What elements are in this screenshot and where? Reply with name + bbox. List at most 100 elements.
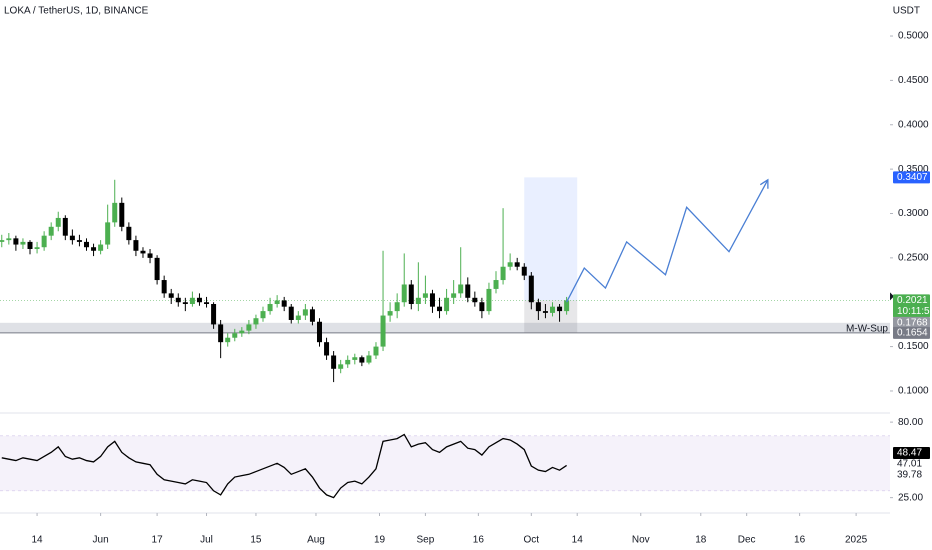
rsi-line bbox=[1, 433, 567, 499]
candle-body bbox=[564, 300, 570, 312]
candle-body bbox=[514, 262, 520, 267]
candle-body bbox=[105, 222, 111, 245]
candle-body bbox=[401, 284, 407, 303]
x-tick-label: 18 bbox=[695, 535, 707, 546]
candle-body bbox=[13, 238, 19, 245]
candle-body bbox=[204, 302, 210, 305]
candle-body bbox=[458, 284, 464, 294]
candle-body bbox=[472, 297, 478, 303]
candle-body bbox=[154, 257, 160, 281]
candle-body bbox=[429, 293, 435, 307]
candle-body bbox=[69, 235, 75, 241]
x-tick-label: 14 bbox=[572, 535, 584, 546]
candle-body bbox=[528, 275, 534, 303]
candle-body bbox=[408, 284, 414, 305]
candle-body bbox=[34, 247, 40, 249]
x-tick-label: Dec bbox=[738, 535, 756, 546]
last-price-pointer bbox=[890, 292, 894, 301]
candle-body bbox=[232, 333, 238, 338]
candle-body bbox=[182, 302, 188, 305]
candle-body bbox=[394, 302, 400, 312]
candle-body bbox=[175, 297, 181, 303]
x-tick-label: Sep bbox=[417, 535, 435, 546]
y-tick-label: 0.3500 bbox=[898, 164, 929, 175]
x-tick-label: 16 bbox=[794, 535, 806, 546]
y-tick-label: 0.4000 bbox=[898, 119, 929, 130]
candle-body bbox=[189, 297, 195, 305]
candle-body bbox=[62, 217, 68, 236]
support-low-label-box bbox=[893, 326, 930, 339]
candle-body bbox=[415, 297, 421, 305]
candle-body bbox=[302, 309, 308, 316]
candle-body bbox=[422, 293, 428, 298]
rsi-value-label: 39.78 bbox=[897, 470, 922, 481]
candle-body bbox=[309, 309, 315, 322]
candle-body bbox=[535, 302, 541, 312]
candle-body bbox=[48, 226, 54, 236]
candle-body bbox=[133, 240, 139, 251]
candle-body bbox=[76, 240, 82, 242]
candle-body bbox=[274, 300, 280, 305]
x-tick-label: 14 bbox=[32, 535, 44, 546]
candle-body bbox=[549, 306, 555, 313]
x-tick-label: Jun bbox=[93, 535, 109, 546]
x-tick-label: 17 bbox=[152, 535, 164, 546]
candle-body bbox=[91, 247, 97, 251]
y-tick-label: 0.4500 bbox=[898, 75, 929, 86]
y-tick-label: 0.3000 bbox=[898, 208, 929, 219]
target-price-label: 0.3407 bbox=[897, 172, 928, 183]
candle-body bbox=[387, 311, 393, 316]
candle-body bbox=[338, 364, 344, 369]
candle-body bbox=[366, 355, 372, 363]
rsi-value-label: 48.47 bbox=[897, 448, 922, 459]
x-tick-label: 2025 bbox=[845, 535, 868, 546]
candle-body bbox=[486, 288, 492, 312]
candle-body bbox=[20, 241, 26, 245]
support-high-label-box bbox=[893, 316, 930, 329]
candle-body bbox=[239, 330, 245, 334]
x-tick-label: 15 bbox=[250, 535, 262, 546]
candle-body bbox=[6, 238, 12, 241]
last-price-box bbox=[893, 294, 930, 318]
rsi-band bbox=[0, 435, 890, 491]
candle-body bbox=[119, 202, 125, 227]
candle-body bbox=[211, 304, 217, 325]
candle-body bbox=[493, 280, 499, 289]
candle-body bbox=[147, 253, 153, 258]
candle-body bbox=[161, 280, 167, 294]
x-tick-label: Jul bbox=[200, 535, 213, 546]
x-tick-label: Oct bbox=[524, 535, 540, 546]
candle-body bbox=[437, 306, 443, 312]
countdown-label: 10:11:50 bbox=[897, 306, 932, 317]
candle-body bbox=[267, 304, 273, 312]
candle-body bbox=[246, 324, 252, 331]
candle-body bbox=[55, 217, 61, 227]
y-tick-label: 0.1000 bbox=[898, 386, 929, 397]
candle-body bbox=[126, 226, 132, 241]
candle-body bbox=[316, 321, 322, 343]
support-zone bbox=[0, 322, 890, 333]
projection-arrowhead bbox=[759, 178, 769, 189]
candle-body bbox=[500, 266, 506, 281]
candle-body bbox=[295, 315, 301, 320]
support-label: M-W-Sup bbox=[846, 324, 888, 335]
candle-body bbox=[168, 293, 174, 298]
candle-body bbox=[260, 311, 266, 319]
candle-body bbox=[359, 357, 365, 363]
target-price-label-box bbox=[893, 171, 930, 184]
rsi-y-tick-label: 80.00 bbox=[898, 417, 923, 428]
support-high-label: 0.1768 bbox=[897, 317, 928, 328]
candle-body bbox=[507, 262, 513, 267]
y-tick-label: 0.5000 bbox=[898, 31, 929, 42]
y-tick-label: 0.2500 bbox=[898, 253, 929, 264]
rsi-y-tick-label: 25.00 bbox=[898, 492, 923, 503]
candle-body bbox=[196, 297, 202, 303]
candle-body bbox=[331, 355, 337, 369]
candle-body bbox=[521, 266, 527, 276]
x-tick-label: 19 bbox=[374, 535, 386, 546]
currency-label: USDT bbox=[893, 6, 920, 17]
candle-body bbox=[281, 300, 287, 307]
candle-body bbox=[253, 318, 259, 325]
candle-body bbox=[373, 346, 379, 356]
